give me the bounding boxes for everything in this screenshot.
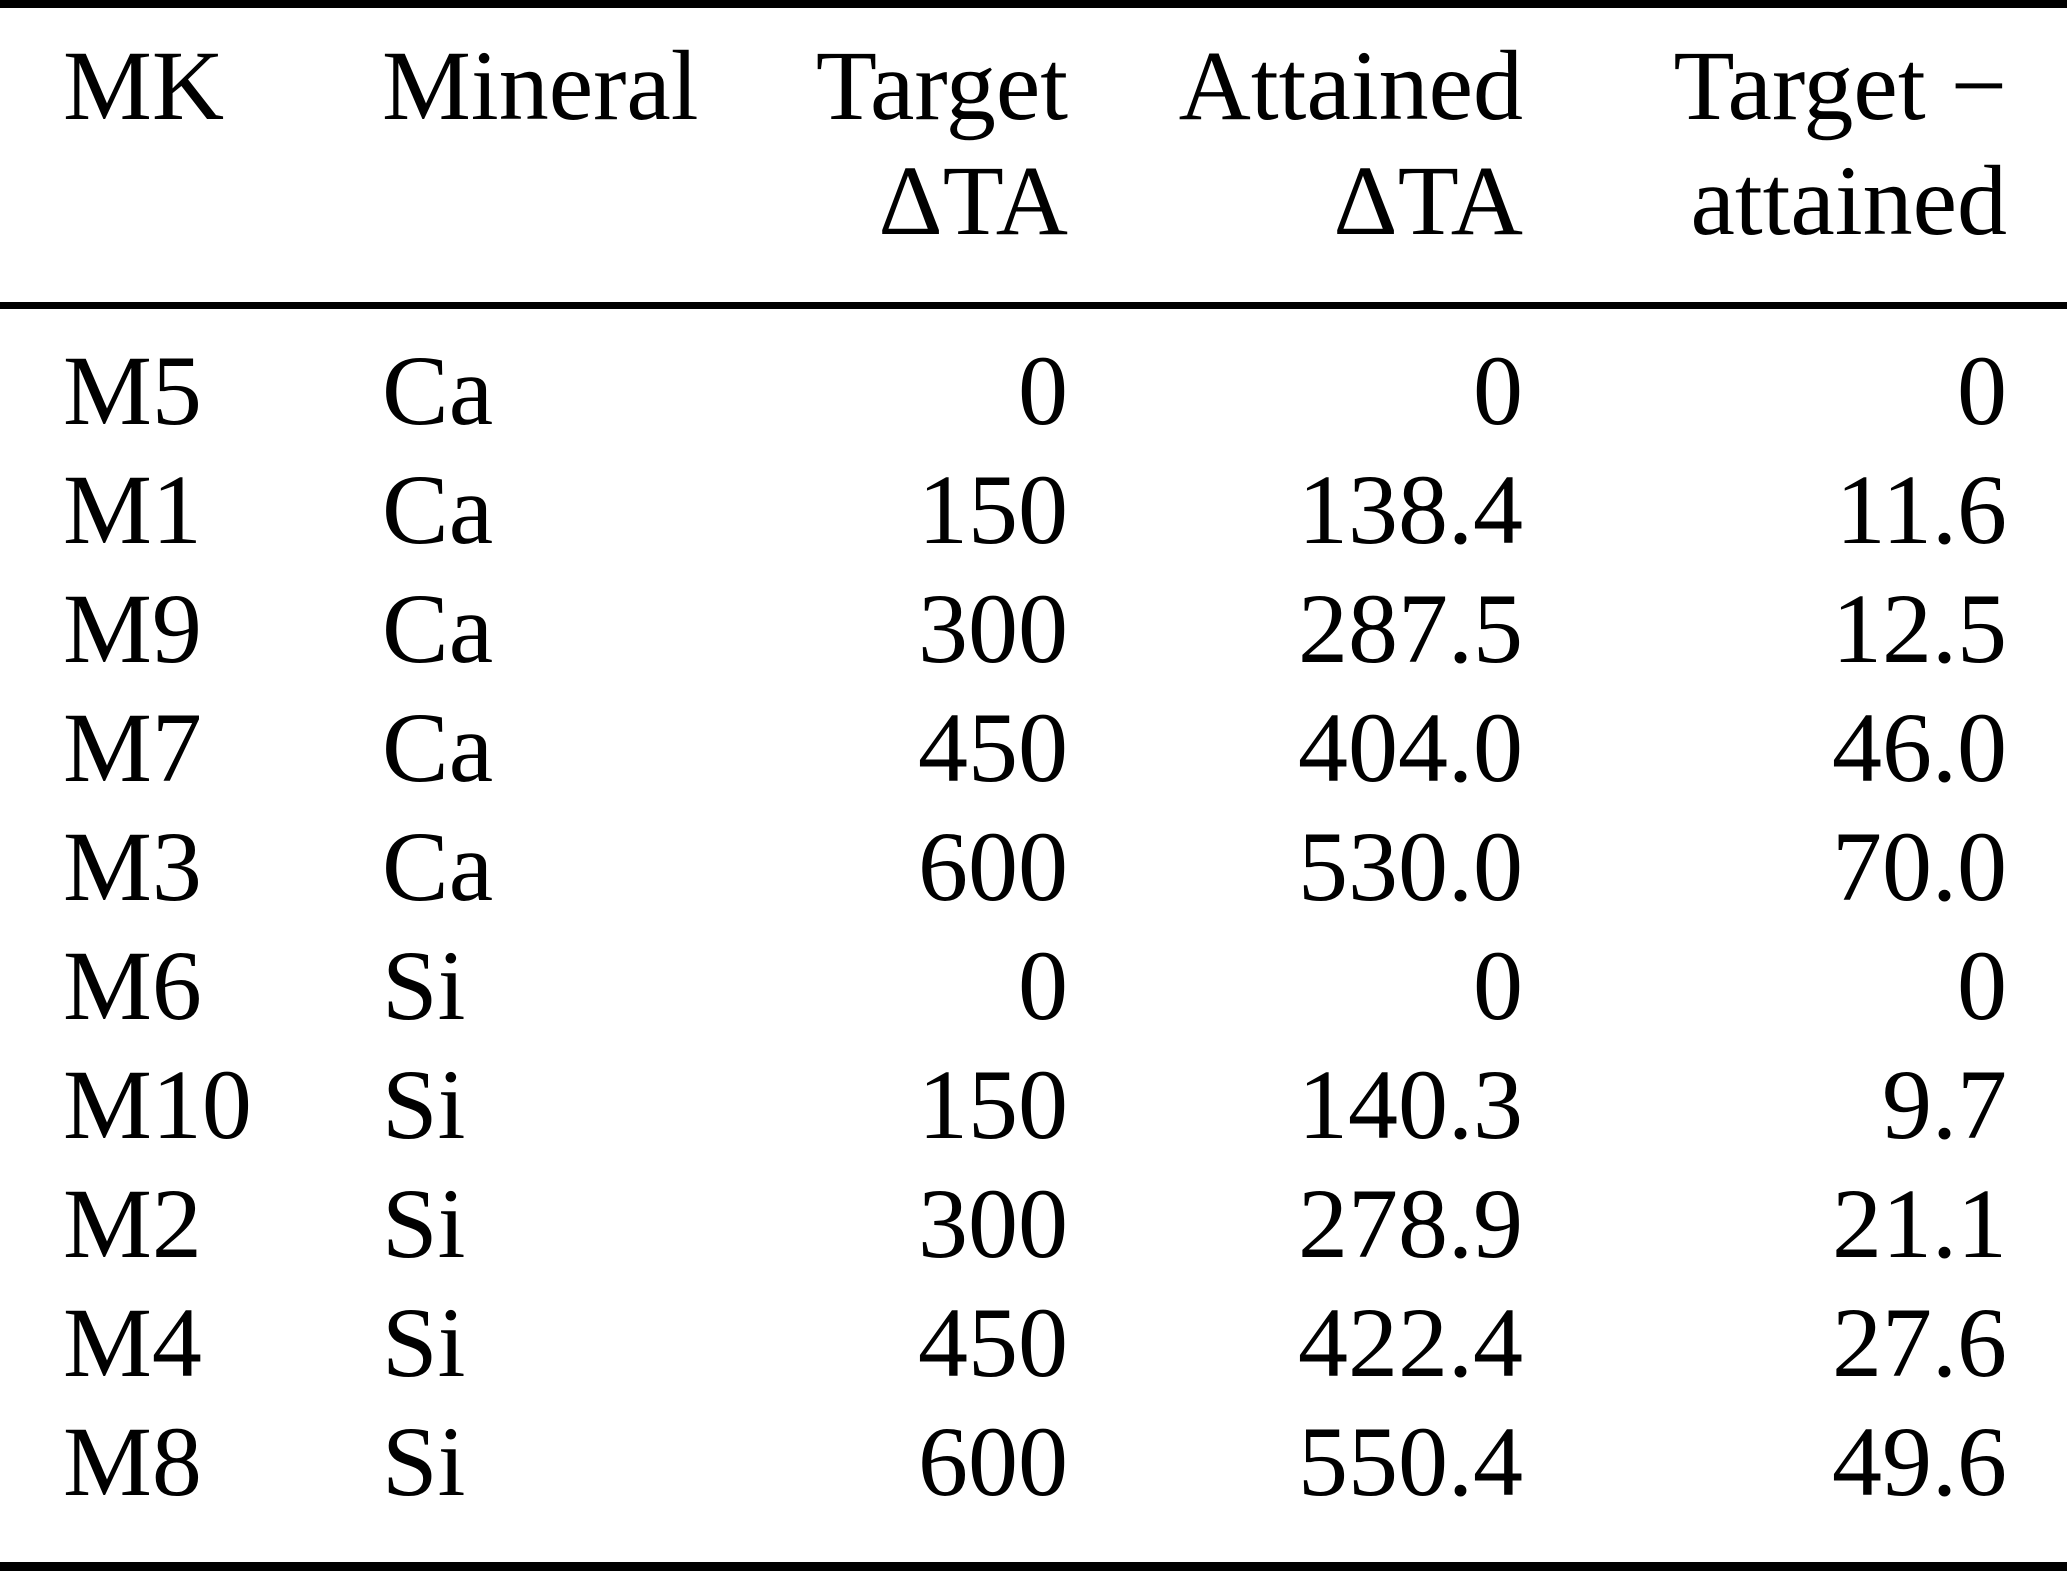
cell-target-minus-attained: 0 xyxy=(1957,335,2007,446)
cell-target-dta: 150 xyxy=(918,1049,1068,1160)
cell-mineral: Si xyxy=(382,1287,466,1398)
column-header-label-line2: ΔTA xyxy=(1333,145,1523,256)
top-rule xyxy=(0,0,2067,8)
cell-mk: M8 xyxy=(63,1406,202,1517)
cell-mk: M4 xyxy=(63,1287,202,1398)
column-header-label: Attained xyxy=(1178,30,1523,141)
column-header-label: MK xyxy=(63,30,225,141)
cell-target-minus-attained: 12.5 xyxy=(1832,573,2007,684)
header-separator-rule xyxy=(0,302,2067,309)
cell-target-dta: 300 xyxy=(918,573,1068,684)
cell-mk: M5 xyxy=(63,335,202,446)
column-header-label: Target xyxy=(815,30,1068,141)
cell-target-dta: 450 xyxy=(918,692,1068,803)
cell-target-dta: 0 xyxy=(1018,335,1068,446)
table-header: MK Mineral Target ΔTA Attained ΔTA Targe… xyxy=(0,28,2067,258)
cell-target-dta: 300 xyxy=(918,1168,1068,1279)
column-header-label-line2: attained xyxy=(1690,145,2007,256)
cell-mineral: Si xyxy=(382,1168,466,1279)
cell-mk: M2 xyxy=(63,1168,202,1279)
table-row: M5 Ca 0 0 0 xyxy=(0,331,2067,450)
column-header-target-minus-attained: Target − attained xyxy=(1523,28,2007,258)
table-row: M4 Si 450 422.4 27.6 xyxy=(0,1283,2067,1402)
column-header-label: Target − xyxy=(1673,30,2007,141)
column-header-mk: MK xyxy=(63,28,382,258)
column-header-target-dta: Target ΔTA xyxy=(682,28,1068,258)
cell-mineral: Si xyxy=(382,1406,466,1517)
column-header-label-line2: ΔTA xyxy=(878,145,1068,256)
cell-mineral: Si xyxy=(382,930,466,1041)
cell-mk: M1 xyxy=(63,454,202,565)
cell-mk: M9 xyxy=(63,573,202,684)
cell-attained-dta: 138.4 xyxy=(1298,454,1523,565)
cell-mineral: Si xyxy=(382,1049,466,1160)
cell-target-dta: 0 xyxy=(1018,930,1068,1041)
cell-target-minus-attained: 9.7 xyxy=(1882,1049,2007,1160)
cell-target-dta: 150 xyxy=(918,454,1068,565)
cell-target-dta: 450 xyxy=(918,1287,1068,1398)
column-header-attained-dta: Attained ΔTA xyxy=(1068,28,1523,258)
cell-target-minus-attained: 27.6 xyxy=(1832,1287,2007,1398)
column-header-mineral: Mineral xyxy=(382,28,699,258)
cell-attained-dta: 530.0 xyxy=(1298,811,1523,922)
table-row: M9 Ca 300 287.5 12.5 xyxy=(0,569,2067,688)
cell-attained-dta: 140.3 xyxy=(1298,1049,1523,1160)
cell-target-minus-attained: 49.6 xyxy=(1832,1406,2007,1517)
cell-mineral: Ca xyxy=(382,811,494,922)
table-row: M7 Ca 450 404.0 46.0 xyxy=(0,688,2067,807)
cell-mk: M3 xyxy=(63,811,202,922)
cell-attained-dta: 278.9 xyxy=(1298,1168,1523,1279)
cell-target-minus-attained: 0 xyxy=(1957,930,2007,1041)
cell-target-dta: 600 xyxy=(918,811,1068,922)
cell-mineral: Ca xyxy=(382,335,494,446)
cell-target-minus-attained: 70.0 xyxy=(1832,811,2007,922)
cell-target-minus-attained: 11.6 xyxy=(1835,454,2007,565)
table-row: M10 Si 150 140.3 9.7 xyxy=(0,1045,2067,1164)
cell-target-dta: 600 xyxy=(918,1406,1068,1517)
cell-mineral: Ca xyxy=(382,454,494,565)
table-row: M8 Si 600 550.4 49.6 xyxy=(0,1402,2067,1521)
cell-mk: M7 xyxy=(63,692,202,803)
cell-attained-dta: 287.5 xyxy=(1298,573,1523,684)
table-row: M2 Si 300 278.9 21.1 xyxy=(0,1164,2067,1283)
cell-mk: M10 xyxy=(63,1049,252,1160)
cell-attained-dta: 0 xyxy=(1473,335,1523,446)
cell-mineral: Ca xyxy=(382,573,494,684)
cell-attained-dta: 404.0 xyxy=(1298,692,1523,803)
cell-target-minus-attained: 46.0 xyxy=(1832,692,2007,803)
cell-attained-dta: 0 xyxy=(1473,930,1523,1041)
table-row: M3 Ca 600 530.0 70.0 xyxy=(0,807,2067,926)
bottom-rule xyxy=(0,1562,2067,1571)
table-body: M5 Ca 0 0 0 M1 Ca 150 138.4 11.6 M9 Ca 300 287.5 12.5 M… xyxy=(0,331,2067,1521)
cell-mineral: Ca xyxy=(382,692,494,803)
column-header-label: Mineral xyxy=(382,30,699,141)
cell-attained-dta: 550.4 xyxy=(1298,1406,1523,1517)
cell-mk: M6 xyxy=(63,930,202,1041)
table-row: M6 Si 0 0 0 xyxy=(0,926,2067,1045)
table-row: M1 Ca 150 138.4 11.6 xyxy=(0,450,2067,569)
cell-target-minus-attained: 21.1 xyxy=(1832,1168,2007,1279)
cell-attained-dta: 422.4 xyxy=(1298,1287,1523,1398)
